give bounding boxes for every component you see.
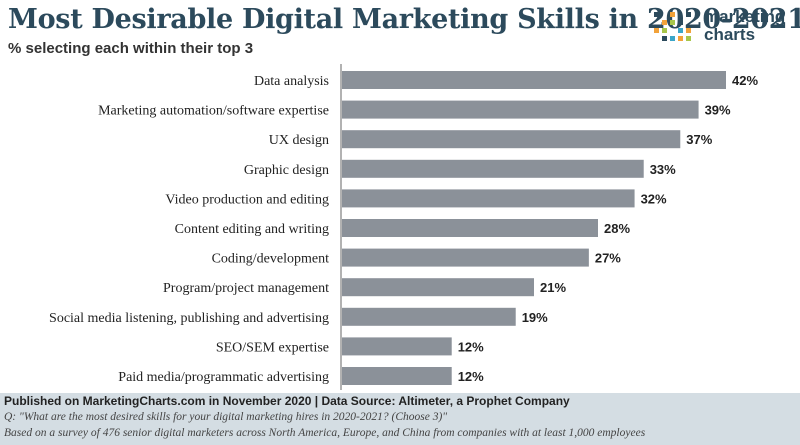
value-label: 12% [458, 369, 484, 384]
logo-dot [654, 12, 659, 17]
bar [342, 248, 589, 267]
category-label: Social media listening, publishing and a… [49, 311, 329, 326]
value-label: 42% [732, 73, 758, 88]
value-label: 32% [641, 191, 667, 206]
logo-line-1: marketing [704, 7, 786, 26]
value-label: 19% [522, 310, 548, 325]
category-label: Marketing automation/software expertise [98, 104, 329, 119]
logo-dot [678, 20, 683, 25]
logo-dot [686, 36, 691, 41]
value-label: 12% [458, 339, 484, 354]
logo-dot [670, 20, 675, 25]
logo-dot [686, 12, 691, 17]
bar-chart: Data analysis 42% Marketing automation/sof… [49, 64, 758, 390]
footer-band [0, 393, 800, 445]
category-label: Graphic design [244, 163, 329, 178]
value-label: 39% [705, 103, 731, 118]
survey-question: Q: "What are the most desired skills for… [4, 411, 448, 423]
value-label: 21% [540, 280, 566, 295]
bar [342, 367, 452, 385]
chart-subtitle: % selecting each within their top 3 [8, 40, 254, 57]
value-label: 28% [604, 221, 630, 236]
bar [342, 159, 644, 178]
logo-dot [662, 20, 667, 25]
logo-line-2: charts [704, 25, 756, 44]
logo-dot [686, 28, 691, 33]
marketingcharts-logo-icon [654, 12, 691, 41]
chart-title: Most Desirable Digital Marketing Skills … [8, 4, 800, 35]
category-label: Video production and editing [165, 192, 329, 207]
logo-dot [670, 36, 675, 41]
category-label: SEO/SEM expertise [216, 340, 329, 355]
logo-dot [678, 28, 683, 33]
bar [342, 278, 534, 297]
logo-dot [662, 36, 667, 41]
value-label: 37% [686, 132, 712, 147]
bar [342, 219, 598, 237]
logo-dot [654, 28, 659, 33]
survey-note: Based on a survey of 476 senior digital … [4, 427, 646, 439]
bar [342, 71, 726, 89]
value-label: 33% [650, 162, 676, 177]
bar [342, 189, 635, 208]
logo-dot [678, 36, 683, 41]
category-label: Content editing and writing [175, 222, 329, 237]
category-label: Paid media/programmatic advertising [118, 370, 329, 385]
bar [342, 100, 699, 119]
category-label: Program/project management [163, 281, 329, 296]
bar [342, 337, 452, 356]
logo-text: marketing charts [704, 8, 785, 44]
category-label: Data analysis [254, 74, 329, 89]
logo-dot [670, 12, 675, 17]
value-label: 27% [595, 251, 621, 266]
logo-dot [662, 28, 667, 33]
bar [342, 130, 681, 149]
source-line: Published on MarketingCharts.com in Nove… [4, 394, 570, 408]
bar [342, 307, 516, 326]
category-label: UX design [269, 133, 329, 148]
category-label: Coding/development [212, 252, 330, 267]
